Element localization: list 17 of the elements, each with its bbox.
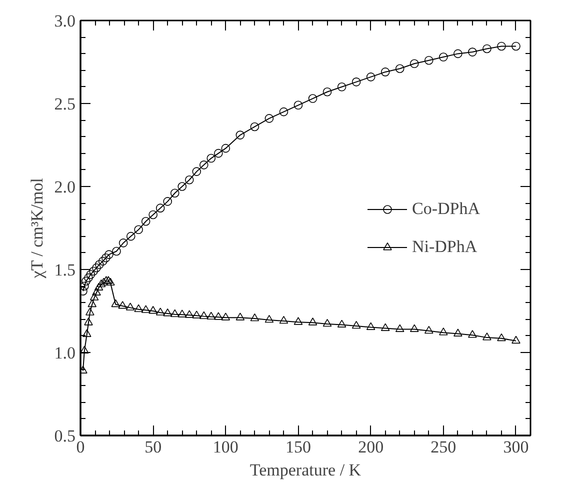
x-tick-label: 0 <box>76 438 85 456</box>
y-tick-label: 2.5 <box>54 94 76 114</box>
y-tick-label: 3.0 <box>54 12 76 30</box>
legend-label: Ni-DPhA <box>412 236 478 256</box>
x-tick-label: 250 <box>430 438 456 456</box>
x-tick-label: 50 <box>144 438 162 456</box>
y-tick-label: 1.0 <box>54 344 76 362</box>
legend-label: Co-DPhA <box>412 198 480 218</box>
x-tick-label: 150 <box>285 438 311 456</box>
x-tick-label: 100 <box>212 438 238 456</box>
x-tick-label: 300 <box>503 438 529 456</box>
y-axis-title: χT / cm³K/mol <box>27 178 46 280</box>
y-tick-label: 2.0 <box>54 178 76 196</box>
x-axis-title: Temperature / K <box>250 460 362 480</box>
y-tick-label: 1.5 <box>54 260 76 280</box>
x-tick-label: 200 <box>358 438 384 456</box>
y-tick-label: 0.5 <box>54 426 76 446</box>
